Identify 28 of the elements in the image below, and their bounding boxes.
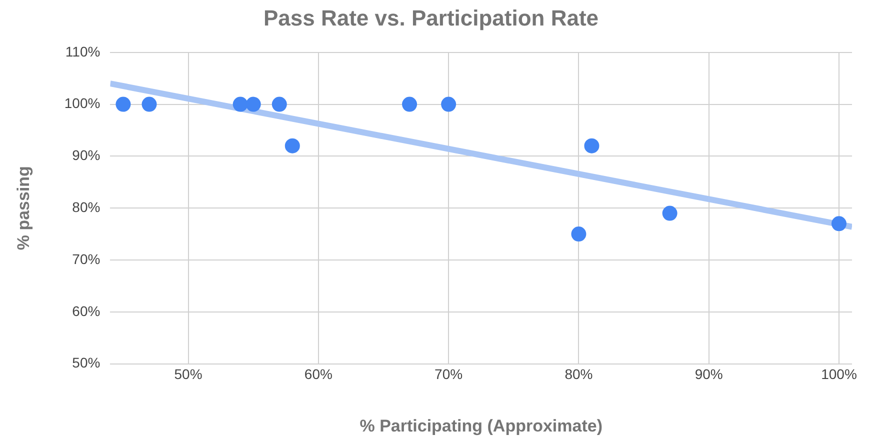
point (584, 138, 600, 154)
y-tick-label: 110% (65, 43, 100, 60)
point (662, 206, 678, 221)
point (571, 226, 586, 242)
chart-title: Pass Rate vs. Participation Rate (263, 5, 599, 30)
x-tick-label: 90% (694, 366, 723, 382)
point (232, 96, 248, 112)
point (402, 96, 418, 112)
x-axis-title: % Participating (Approximate) (360, 416, 602, 436)
y-tick-label: 60% (72, 302, 100, 319)
x-tick-label: 70% (434, 366, 463, 382)
point (116, 96, 131, 112)
point (246, 96, 261, 112)
x-tick-label: 80% (564, 366, 593, 382)
y-axis-title: % passing (14, 166, 33, 250)
y-tick-label: 100% (64, 95, 100, 112)
y-tick-label: 50% (72, 354, 100, 371)
y-tick-label: 90% (72, 147, 100, 164)
x-tick-label: 60% (304, 366, 332, 382)
point (441, 96, 456, 112)
y-tick-label: 80% (72, 198, 100, 215)
y-tick-label: 70% (72, 250, 100, 267)
point (272, 96, 287, 112)
point (284, 138, 300, 154)
x-tick-label: 50% (174, 366, 202, 382)
x-tick-label: 100% (821, 366, 857, 382)
point (142, 96, 157, 112)
point (831, 216, 846, 232)
